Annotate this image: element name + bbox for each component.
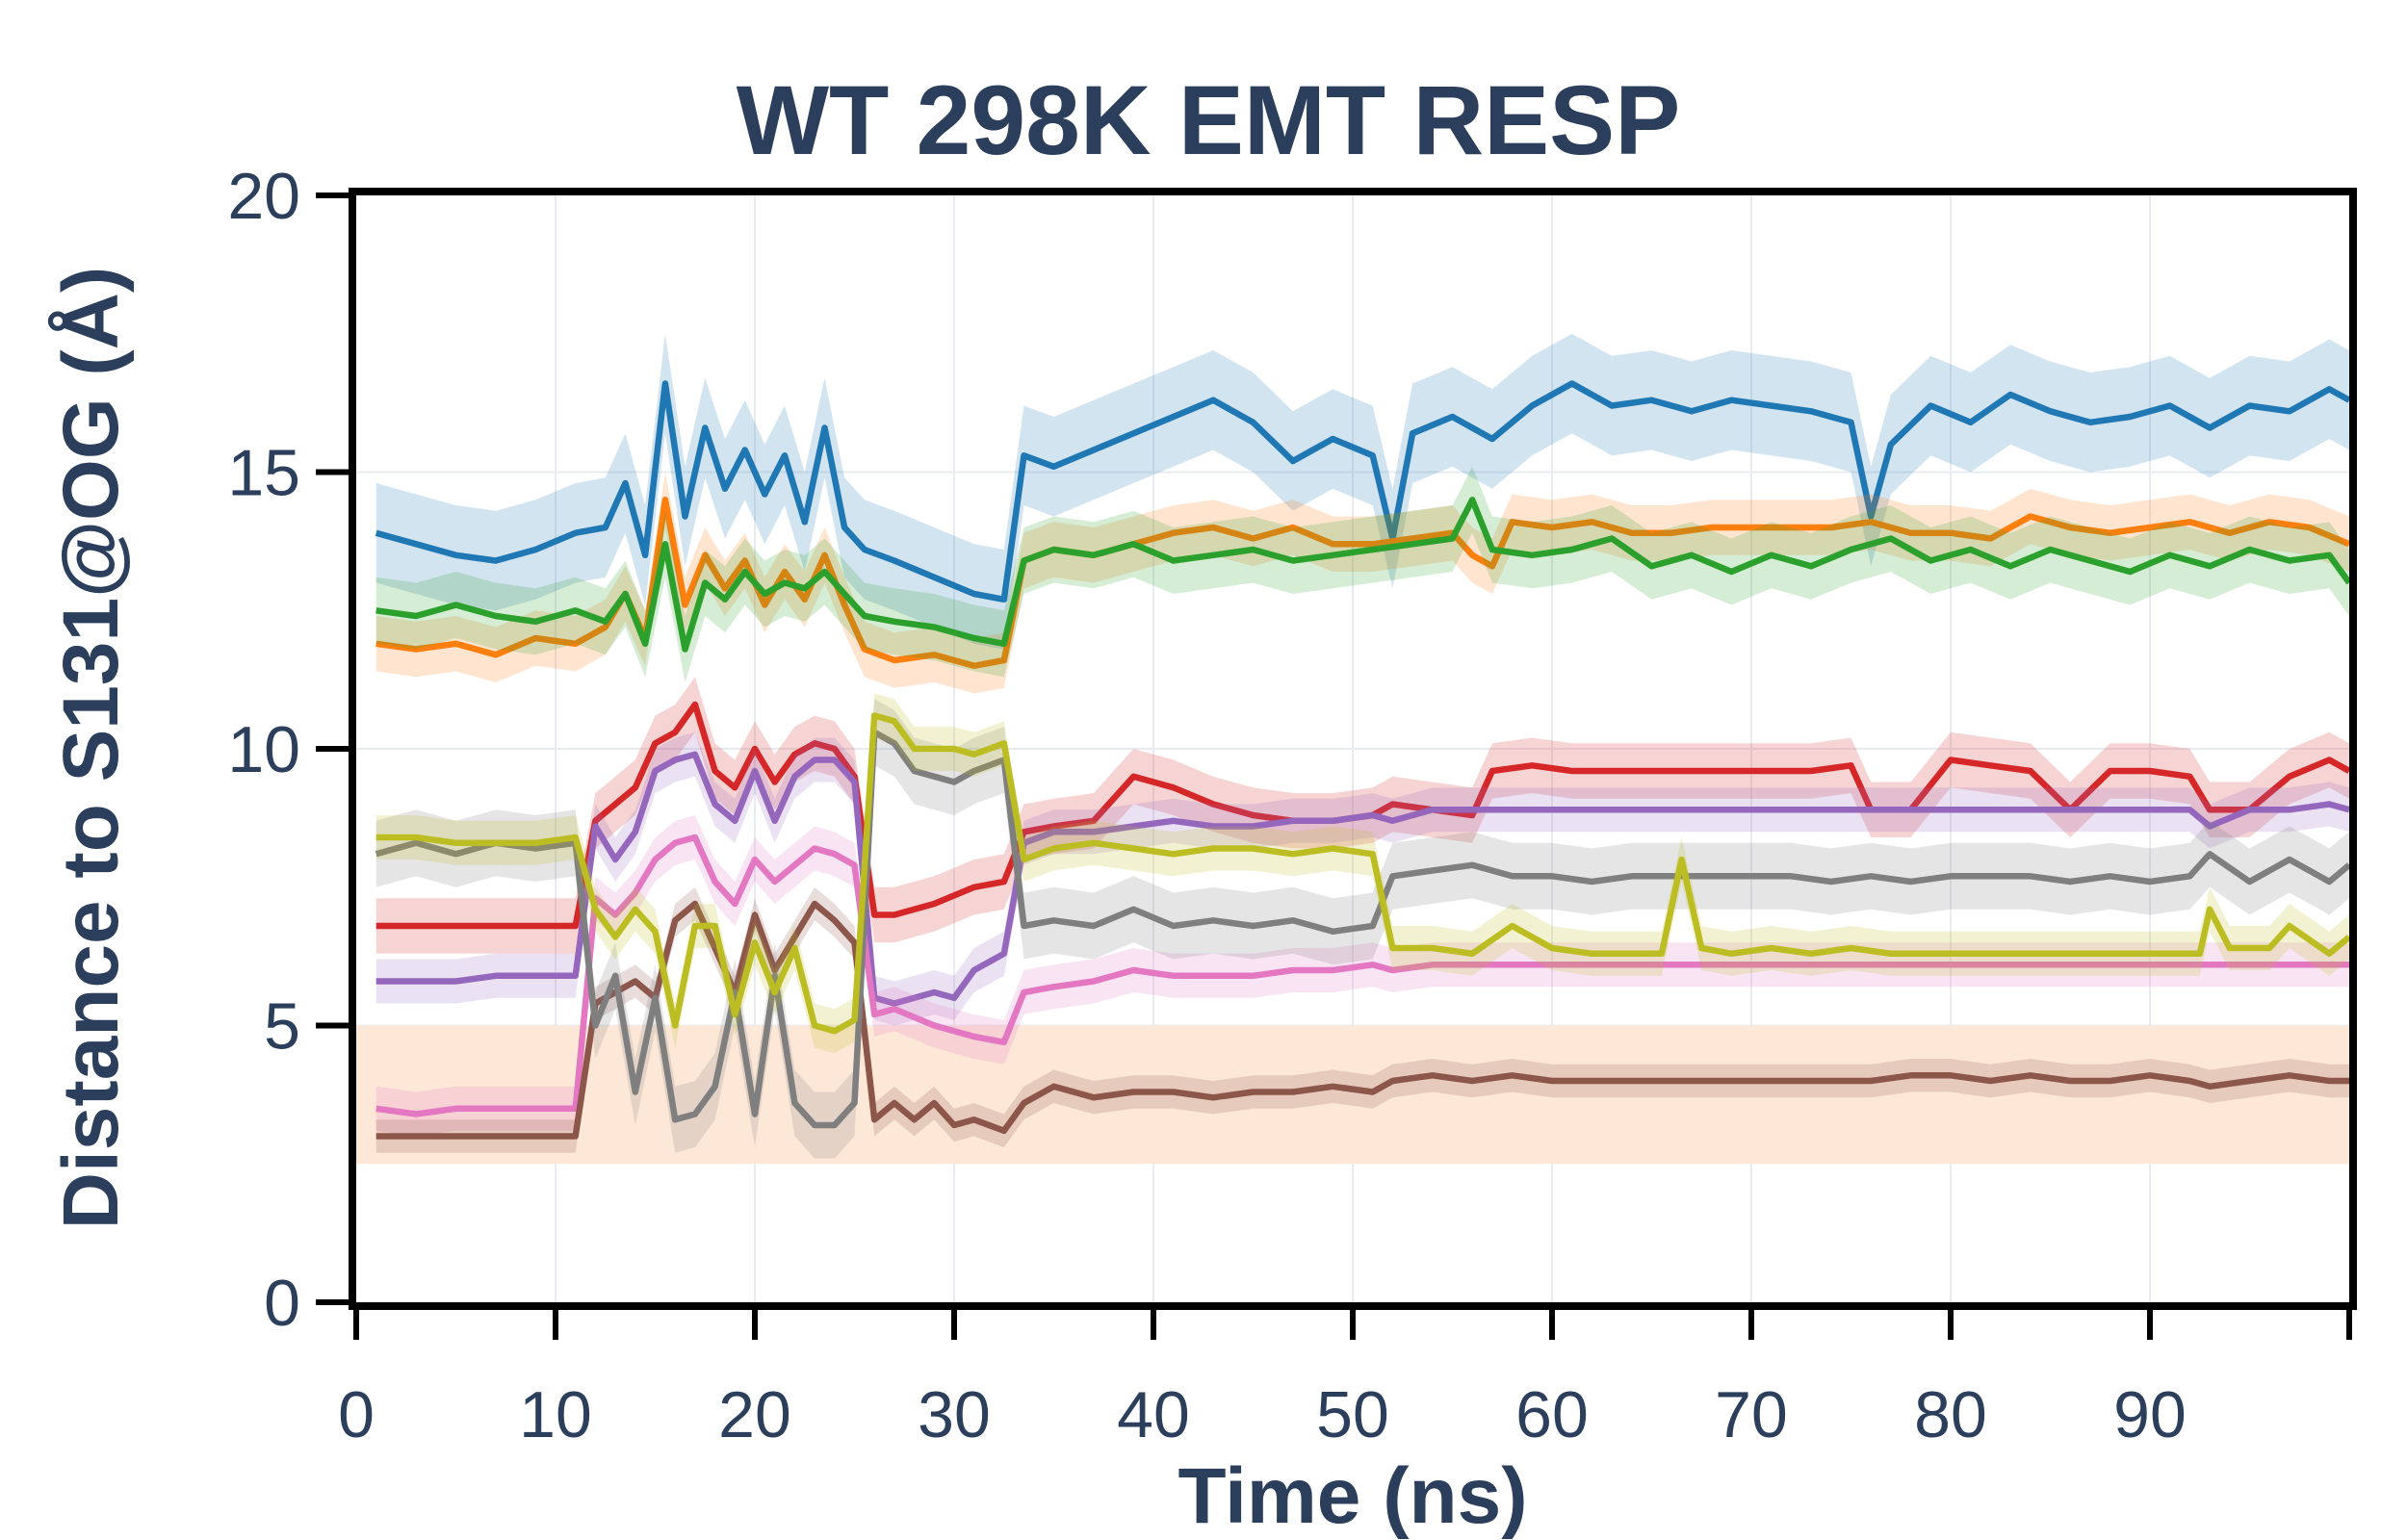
x-tick-label: 10 xyxy=(519,1378,592,1451)
x-tick-label: 70 xyxy=(1715,1378,1788,1451)
axis-ticks: 0 10 20 30 40 50 60 70 80 90 0 5 10 15 20 xyxy=(227,160,2352,1451)
series-8-line xyxy=(375,729,2352,1129)
highlight-band xyxy=(356,1025,2349,1165)
y-tick-label: 10 xyxy=(227,713,300,786)
series-2-band xyxy=(375,472,2350,694)
highlight-band-rect xyxy=(356,1025,2349,1165)
x-tick-label: 50 xyxy=(1316,1378,1389,1451)
series-5-line xyxy=(375,751,2350,1007)
x-tick-label: 20 xyxy=(718,1378,791,1451)
series-6-band xyxy=(375,815,2350,1137)
x-tick-label: 30 xyxy=(918,1378,991,1451)
y-tick-label: 20 xyxy=(227,160,300,233)
x-tick-label: 90 xyxy=(2113,1378,2187,1451)
series-3-line xyxy=(375,497,2352,653)
series-lines xyxy=(375,333,2352,1159)
y-axis-label: Distance to S131@OG (Å) xyxy=(47,267,135,1229)
x-tick-label: 0 xyxy=(338,1378,375,1451)
series-2-line xyxy=(375,497,2351,670)
series-9-line xyxy=(375,712,2352,1035)
chart-title: WT 298K EMT RESP xyxy=(737,65,1681,175)
series-6-line xyxy=(375,834,2349,1117)
y-tick-label: 15 xyxy=(227,437,300,510)
plot-frame xyxy=(349,188,2357,1310)
series-1-band xyxy=(375,333,2350,650)
x-tick-label: 40 xyxy=(1117,1378,1190,1451)
y-tick-label: 5 xyxy=(264,990,300,1064)
x-tick-label: 60 xyxy=(1515,1378,1589,1451)
series-7-line xyxy=(375,900,2349,1140)
y-tick-label: 0 xyxy=(264,1267,300,1340)
series-1-line xyxy=(375,380,2351,603)
x-axis-label: Time (ns) xyxy=(1178,1452,1528,1540)
x-tick-label: 80 xyxy=(1914,1378,1987,1451)
series-3-band xyxy=(375,466,2350,682)
series-4-line xyxy=(375,701,2351,930)
